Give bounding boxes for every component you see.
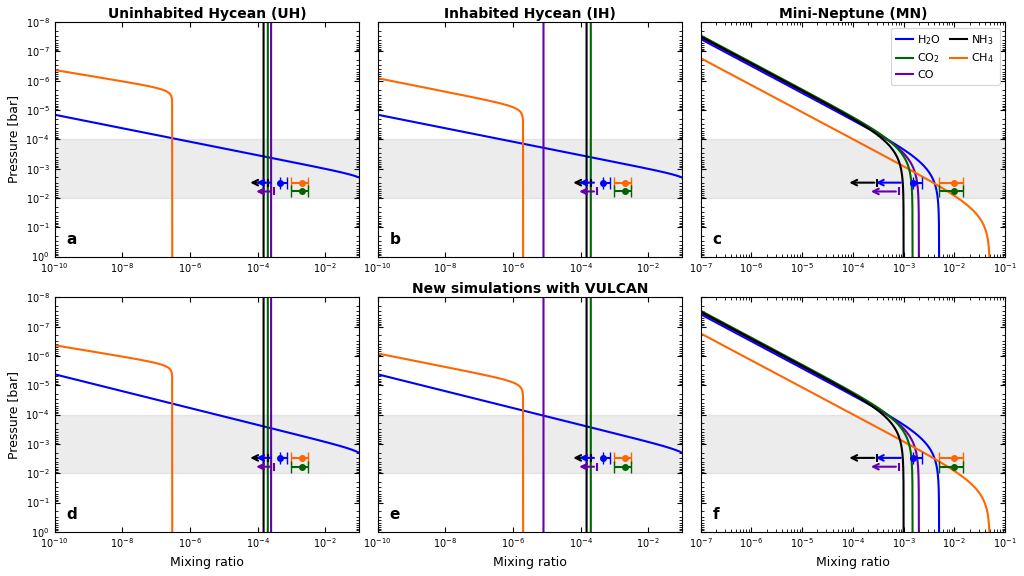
Text: f: f [713,507,719,522]
Title: Inhabited Hycean (IH): Inhabited Hycean (IH) [444,7,615,21]
X-axis label: Mixing ratio: Mixing ratio [493,556,567,569]
Bar [54,139,359,198]
Text: e: e [390,507,400,522]
Legend: H$_2$O, CO$_2$, CO, NH$_3$, CH$_4$: H$_2$O, CO$_2$, CO, NH$_3$, CH$_4$ [891,28,999,85]
Title: Uninhabited Hycean (UH): Uninhabited Hycean (UH) [108,7,306,21]
Bar [378,415,682,473]
Bar [700,139,1006,198]
Bar [54,415,359,473]
Text: d: d [67,507,78,522]
X-axis label: Mixing ratio: Mixing ratio [816,556,890,569]
Title: New simulations with VULCAN: New simulations with VULCAN [412,282,648,296]
Y-axis label: Pressure [bar]: Pressure [bar] [7,370,19,458]
Text: b: b [390,232,400,247]
Y-axis label: Pressure [bar]: Pressure [bar] [7,96,19,183]
Bar [700,415,1006,473]
Text: a: a [67,232,77,247]
Bar [378,139,682,198]
Title: Mini-Neptune (MN): Mini-Neptune (MN) [778,7,927,21]
X-axis label: Mixing ratio: Mixing ratio [170,556,244,569]
Text: c: c [713,232,722,247]
